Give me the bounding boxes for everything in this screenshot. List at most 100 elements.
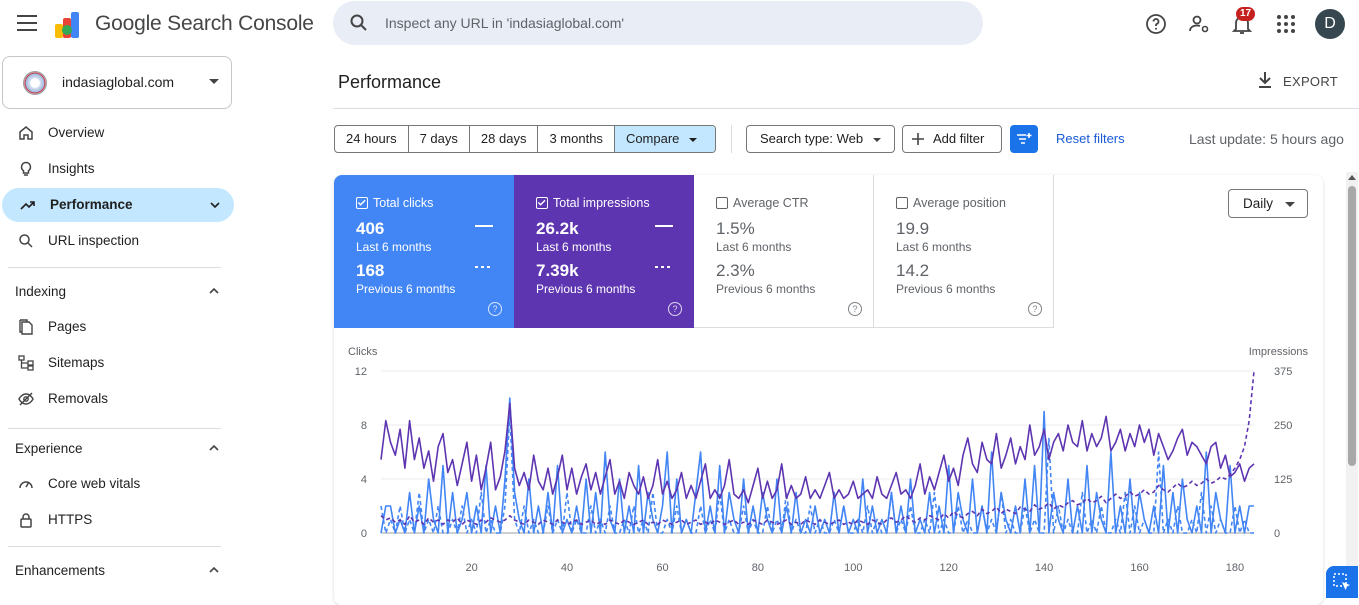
- right-axis-tick-label: 0: [1274, 528, 1280, 540]
- granularity-dropdown[interactable]: Daily: [1228, 189, 1308, 218]
- help-icon[interactable]: [1144, 12, 1168, 36]
- sidebar-item-pages[interactable]: Pages: [0, 310, 232, 344]
- screenshot-select-icon: [1333, 573, 1350, 590]
- checkbox-checked-icon[interactable]: [356, 197, 368, 209]
- dashed-line-legend-icon: [655, 266, 673, 268]
- left-axis-title: Clicks: [348, 346, 378, 358]
- left-axis-tick-label: 8: [361, 420, 367, 432]
- checkbox-unchecked-icon[interactable]: [896, 197, 908, 209]
- metric-label: Average CTR: [733, 196, 809, 210]
- solid-line-legend-icon: [475, 225, 493, 227]
- chevron-up-icon: [209, 287, 219, 294]
- metric-current-period: Last 6 months: [716, 240, 792, 254]
- main-content: Performance EXPORT 24 hours 7 days 28 da…: [333, 50, 1359, 605]
- chart-series-line-3: [380, 370, 1255, 526]
- search-type-filter[interactable]: Search type: Web: [746, 125, 895, 153]
- sidebar-item-insights[interactable]: Insights: [0, 152, 232, 186]
- sidebar-item-sitemaps[interactable]: Sitemaps: [0, 346, 232, 380]
- sitemap-icon: [18, 355, 34, 371]
- chevron-down-icon[interactable]: [210, 200, 220, 210]
- eye-off-icon: [18, 392, 34, 406]
- granularity-label: Daily: [1243, 196, 1274, 211]
- download-icon: [1259, 72, 1271, 88]
- scroll-up-icon[interactable]: [1348, 175, 1356, 180]
- sidebar-item-overview[interactable]: Overview: [0, 116, 232, 150]
- metric-current-value: 406: [356, 219, 385, 238]
- left-axis-tick-label: 4: [361, 474, 367, 486]
- metric-average-position[interactable]: Average position 19.9 Last 6 months 14.2…: [874, 175, 1054, 328]
- export-button[interactable]: EXPORT: [1251, 70, 1341, 94]
- property-selector[interactable]: indasiaglobal.com: [2, 56, 232, 109]
- page-title: Performance: [338, 72, 442, 92]
- sidebar-item-label: Removals: [48, 391, 109, 406]
- metric-label: Total impressions: [553, 196, 650, 210]
- metric-current-period: Last 6 months: [536, 240, 612, 254]
- metric-total-impressions[interactable]: Total impressions 26.2k Last 6 months 7.…: [514, 175, 694, 328]
- sidebar-item-https[interactable]: HTTPS: [0, 503, 232, 537]
- help-icon[interactable]: ?: [668, 302, 682, 316]
- date-range-28-days[interactable]: 28 days: [470, 126, 539, 152]
- sidebar-item-removals[interactable]: Removals: [0, 382, 232, 416]
- export-label: EXPORT: [1283, 74, 1339, 89]
- sidebar-item-label: Core web vitals: [48, 476, 141, 491]
- sidebar-section-enhancements[interactable]: Enhancements: [15, 563, 225, 578]
- sidebar-item-label: Overview: [48, 125, 105, 140]
- caret-down-icon: [209, 79, 219, 84]
- apps-grid-icon[interactable]: [1274, 12, 1298, 36]
- date-range-24-hours[interactable]: 24 hours: [335, 126, 409, 152]
- add-filter-button[interactable]: Add filter: [902, 125, 1002, 153]
- search-type-label: Search type: Web: [760, 131, 864, 146]
- sidebar-section-indexing[interactable]: Indexing: [15, 284, 225, 299]
- caret-down-icon: [689, 137, 698, 142]
- x-axis-tick-label: 180: [1226, 562, 1244, 574]
- sidebar-item-url-inspection[interactable]: URL inspection: [0, 224, 232, 258]
- filter-settings-button[interactable]: [1010, 125, 1038, 153]
- sidebar-divider: [8, 428, 221, 429]
- lightbulb-icon: [20, 161, 32, 176]
- help-icon[interactable]: ?: [1028, 302, 1042, 316]
- manage-users-icon[interactable]: [1187, 12, 1211, 36]
- sidebar-item-label: Insights: [48, 161, 95, 176]
- lock-icon: [20, 513, 32, 528]
- search-input[interactable]: [385, 9, 965, 37]
- page-scrollbar[interactable]: [1346, 172, 1358, 598]
- sidebar-section-experience[interactable]: Experience: [15, 441, 225, 456]
- metric-label: Average position: [913, 196, 1006, 210]
- x-axis-tick-label: 120: [940, 562, 958, 574]
- checkbox-checked-icon[interactable]: [536, 197, 548, 209]
- account-avatar[interactable]: D: [1315, 9, 1345, 39]
- scrollbar-thumb[interactable]: [1348, 186, 1356, 466]
- search-icon: [19, 234, 33, 248]
- metric-current-value: 19.9: [896, 219, 930, 238]
- sidebar-item-core-web-vitals[interactable]: Core web vitals: [0, 467, 232, 501]
- metric-total-clicks[interactable]: Total clicks 406 Last 6 months 168 Previ…: [334, 175, 514, 328]
- main-menu-icon[interactable]: [17, 15, 37, 31]
- metric-label: Total clicks: [373, 196, 434, 210]
- top-bar: Google Search Console 17 D: [0, 0, 1359, 50]
- url-inspection-search[interactable]: [333, 1, 983, 45]
- metric-average-ctr[interactable]: Average CTR 1.5% Last 6 months 2.3% Prev…: [694, 175, 874, 328]
- date-range-compare[interactable]: Compare: [614, 126, 715, 152]
- date-range-3-months[interactable]: 3 months: [538, 126, 615, 152]
- section-label: Indexing: [15, 284, 67, 299]
- right-axis-title: Impressions: [1249, 346, 1309, 358]
- feedback-button[interactable]: [1326, 566, 1358, 598]
- compare-label: Compare: [625, 131, 680, 146]
- help-icon[interactable]: ?: [488, 302, 502, 316]
- checkbox-unchecked-icon[interactable]: [716, 197, 728, 209]
- section-label: Enhancements: [15, 563, 106, 578]
- sidebar-item-performance[interactable]: Performance: [2, 188, 234, 222]
- chevron-up-icon: [209, 444, 219, 451]
- reset-filters-link[interactable]: Reset filters: [1056, 131, 1125, 146]
- sidebar-item-label: Sitemaps: [48, 355, 105, 370]
- sidebar: indasiaglobal.com Overview Insights Perf…: [0, 50, 240, 598]
- help-icon[interactable]: ?: [848, 302, 862, 316]
- left-axis-tick-label: 12: [355, 366, 367, 378]
- caret-down-icon: [1285, 202, 1295, 207]
- x-axis-tick-label: 80: [752, 562, 764, 574]
- chart-series-line-2: [380, 402, 1255, 504]
- toolbar-divider: [731, 125, 732, 153]
- add-filter-label: Add filter: [933, 131, 985, 146]
- date-range-7-days[interactable]: 7 days: [409, 126, 470, 152]
- plus-icon: [912, 133, 924, 145]
